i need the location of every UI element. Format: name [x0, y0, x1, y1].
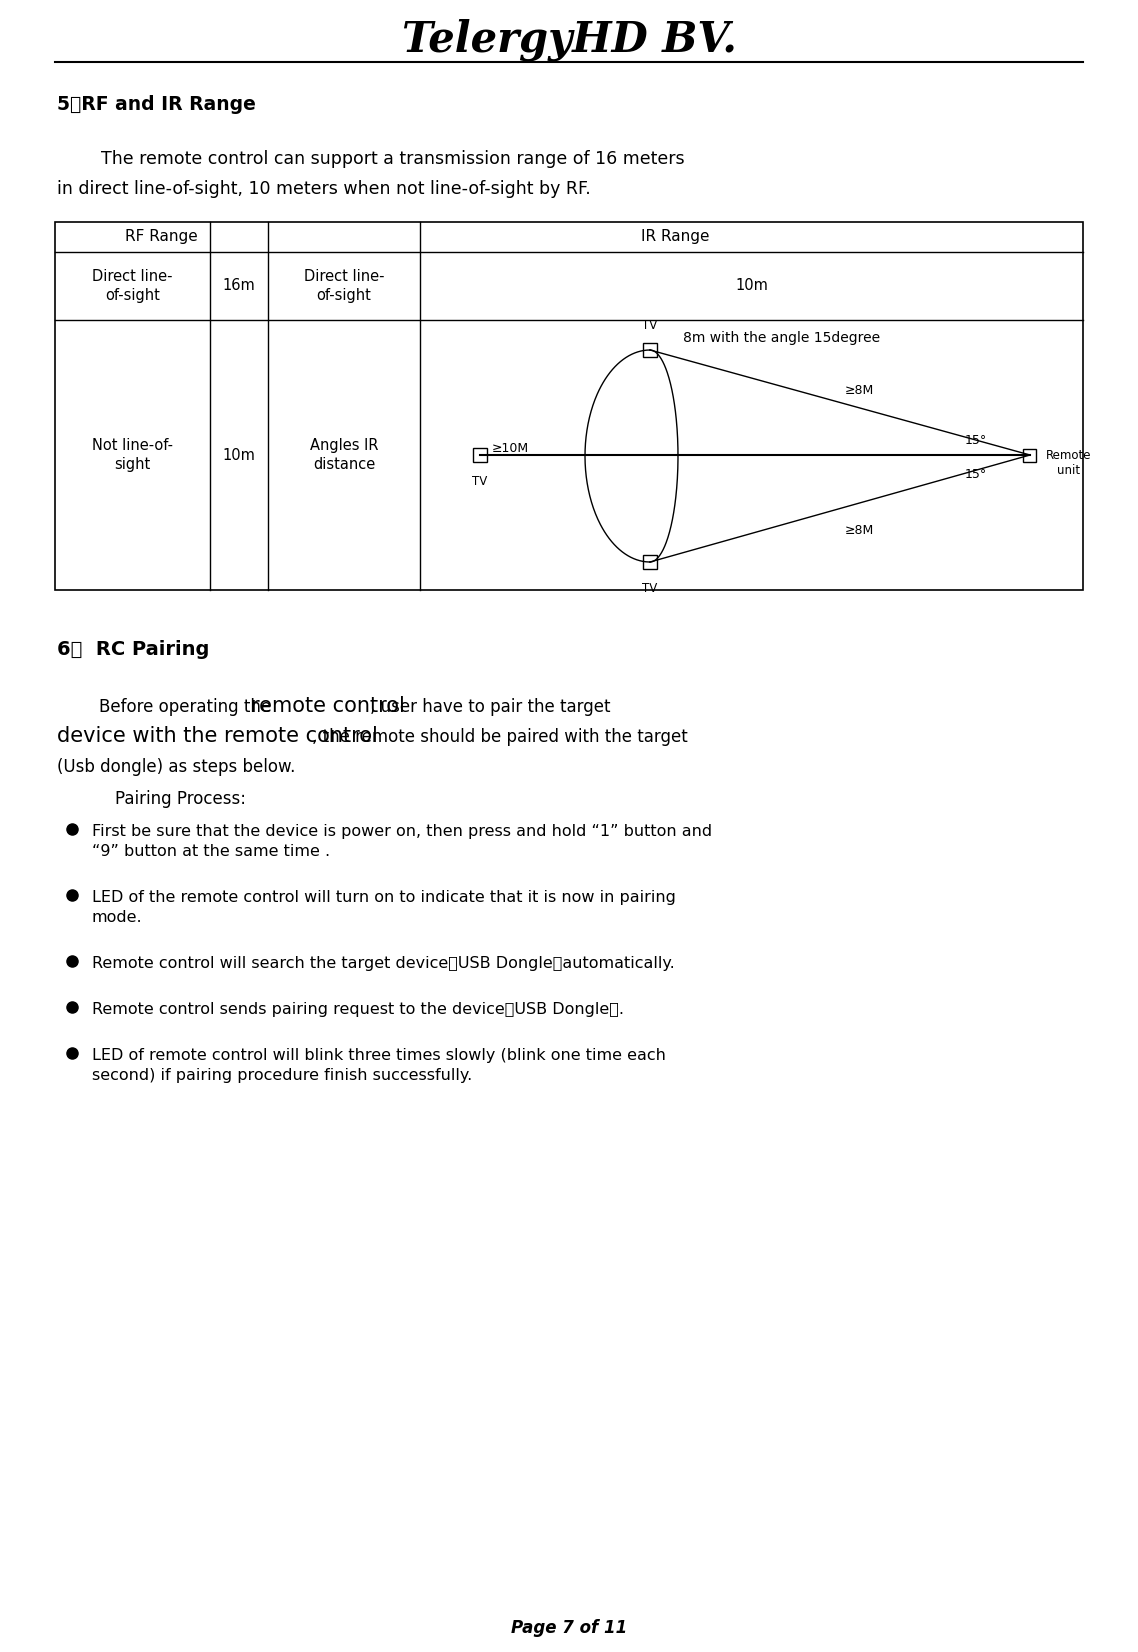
Text: , user have to pair the target: , user have to pair the target: [370, 699, 611, 715]
Text: in direct line-of-sight, 10 meters when not line-of-sight by RF.: in direct line-of-sight, 10 meters when …: [57, 180, 591, 198]
Text: 5、RF and IR Range: 5、RF and IR Range: [57, 96, 256, 114]
Text: second) if pairing procedure finish successfully.: second) if pairing procedure finish succ…: [92, 1067, 472, 1084]
Text: ≥8M: ≥8M: [846, 524, 874, 537]
Text: TV: TV: [472, 476, 487, 487]
Text: 10m: 10m: [223, 448, 255, 463]
Text: RF Range: RF Range: [125, 230, 198, 244]
Text: First be sure that the device is power on, then press and hold “1” button and: First be sure that the device is power o…: [92, 824, 712, 839]
Text: Remote control sends pairing request to the device（USB Dongle）.: Remote control sends pairing request to …: [92, 1003, 624, 1018]
Text: 15°: 15°: [965, 469, 988, 481]
Text: TelergyHD BV.: TelergyHD BV.: [402, 18, 736, 61]
Text: LED of the remote control will turn on to indicate that it is now in pairing: LED of the remote control will turn on t…: [92, 890, 676, 905]
Text: 6、  RC Pairing: 6、 RC Pairing: [57, 639, 209, 659]
Text: TV: TV: [642, 319, 658, 332]
Text: Before operating the: Before operating the: [57, 699, 277, 715]
Text: LED of remote control will blink three times slowly (blink one time each: LED of remote control will blink three t…: [92, 1047, 666, 1062]
Text: device with the remote control: device with the remote control: [57, 725, 378, 747]
Text: Direct line-
of-sight: Direct line- of-sight: [92, 269, 173, 302]
Bar: [643, 555, 657, 568]
Text: Direct line-
of-sight: Direct line- of-sight: [304, 269, 385, 302]
Text: Angles IR
distance: Angles IR distance: [310, 438, 378, 472]
Text: (Usb dongle) as steps below.: (Usb dongle) as steps below.: [57, 758, 296, 776]
Text: ≥8M: ≥8M: [846, 383, 874, 396]
Text: ≥10M: ≥10M: [492, 443, 529, 456]
Text: Remote
unit: Remote unit: [1046, 449, 1091, 477]
Text: 8m with the angle 15degree: 8m with the angle 15degree: [683, 330, 880, 345]
Text: remote control: remote control: [251, 695, 405, 715]
Bar: [1023, 448, 1037, 461]
Text: “9” button at the same time .: “9” button at the same time .: [92, 844, 330, 859]
Text: The remote control can support a transmission range of 16 meters: The remote control can support a transmi…: [57, 150, 685, 169]
Text: 16m: 16m: [223, 279, 255, 294]
Text: Page 7 of 11: Page 7 of 11: [511, 1619, 627, 1637]
Bar: [55, 221, 1083, 590]
Bar: [473, 448, 487, 463]
Text: 10m: 10m: [735, 279, 768, 294]
Bar: [643, 344, 657, 357]
Text: Pairing Process:: Pairing Process:: [115, 790, 246, 808]
Text: TV: TV: [642, 582, 658, 595]
Text: Remote control will search the target device（USB Dongle）automatically.: Remote control will search the target de…: [92, 957, 675, 971]
Text: , the remote should be paired with the target: , the remote should be paired with the t…: [312, 729, 687, 747]
Text: IR Range: IR Range: [641, 230, 710, 244]
Text: mode.: mode.: [92, 910, 142, 925]
Text: Not line-of-
sight: Not line-of- sight: [92, 438, 173, 472]
Text: 15°: 15°: [965, 433, 988, 446]
